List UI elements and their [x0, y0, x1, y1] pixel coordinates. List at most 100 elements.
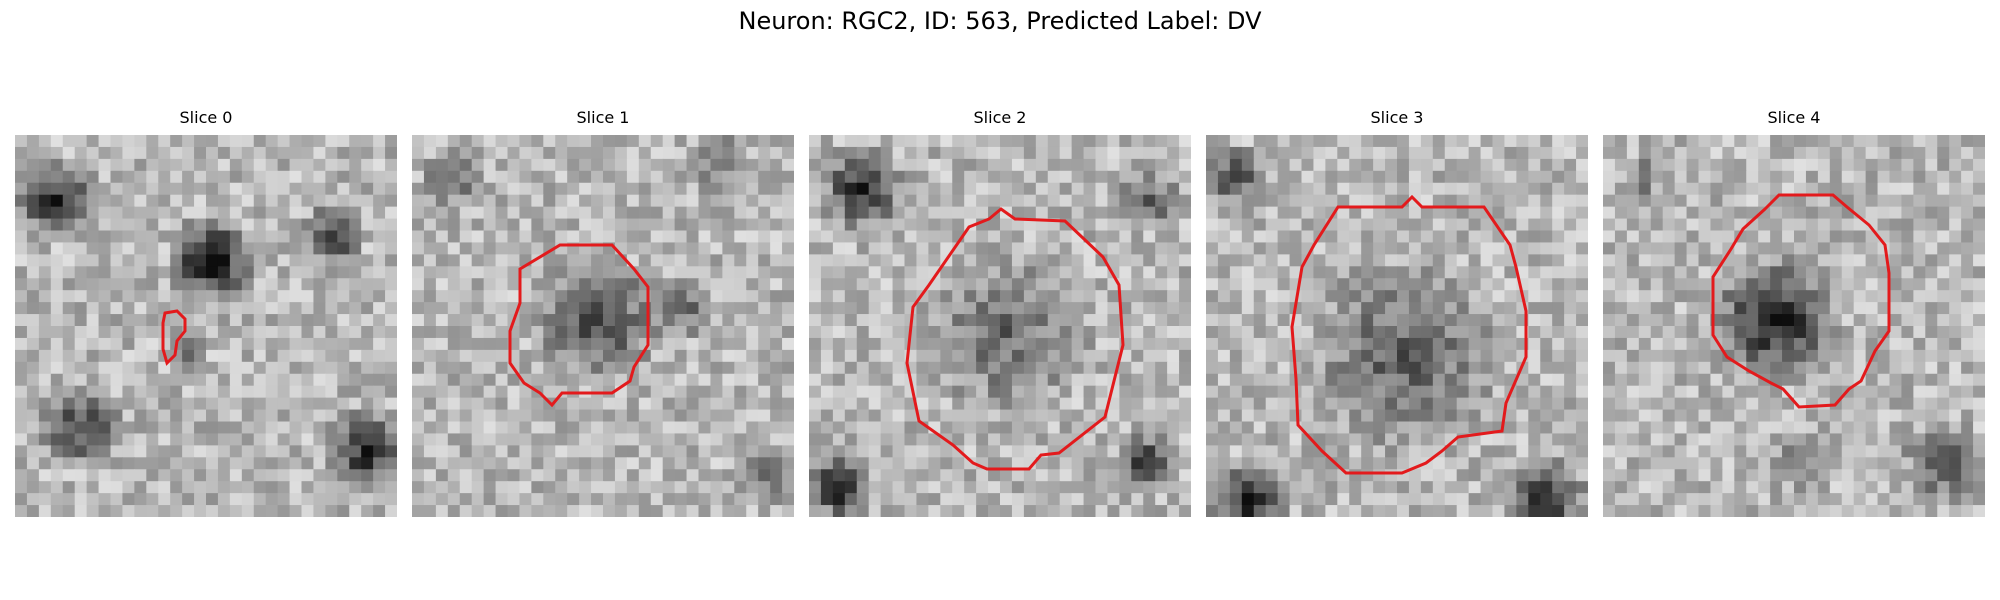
image-pixel — [686, 170, 700, 184]
image-pixel — [1576, 337, 1588, 351]
image-pixel — [349, 158, 362, 172]
image-pixel — [1397, 409, 1410, 423]
image-pixel — [674, 278, 688, 291]
image-pixel — [686, 194, 700, 208]
image-pixel — [1071, 469, 1085, 482]
image-pixel — [1035, 493, 1049, 506]
image-pixel — [1047, 158, 1061, 172]
image-pixel — [1901, 266, 1914, 279]
image-pixel — [1023, 373, 1037, 387]
image-pixel — [1301, 433, 1315, 446]
image-pixel — [62, 302, 76, 315]
image-pixel — [940, 242, 953, 255]
image-pixel — [543, 218, 556, 232]
image-pixel — [253, 373, 267, 387]
image-pixel — [483, 242, 497, 255]
image-pixel — [1973, 278, 1985, 291]
image-pixel — [435, 469, 449, 482]
image-pixel — [182, 182, 195, 196]
image-pixel — [591, 469, 604, 482]
image-pixel — [892, 337, 906, 351]
image-pixel — [1349, 433, 1362, 446]
image-pixel — [1217, 373, 1231, 387]
image-pixel — [952, 481, 965, 494]
image-pixel — [265, 206, 279, 220]
image-pixel — [820, 493, 834, 506]
image-pixel — [1638, 194, 1652, 208]
image-pixel — [856, 385, 870, 399]
image-pixel — [976, 397, 989, 411]
image-pixel — [361, 254, 374, 267]
image-pixel — [1480, 314, 1494, 327]
image-pixel — [1853, 146, 1867, 160]
image-pixel — [1492, 254, 1506, 267]
image-pixel — [1480, 361, 1494, 375]
image-pixel — [74, 433, 88, 446]
image-pixel — [1000, 409, 1013, 423]
image-pixel — [603, 218, 616, 232]
image-pixel — [1626, 445, 1640, 458]
image-pixel — [1674, 242, 1688, 255]
image-pixel — [1698, 433, 1712, 446]
image-pixel — [1770, 230, 1783, 244]
image-pixel — [782, 373, 794, 387]
image-pixel — [988, 361, 1001, 375]
image-pixel — [1313, 421, 1326, 435]
image-pixel — [110, 361, 124, 375]
image-pixel — [194, 421, 207, 435]
image-pixel — [1614, 433, 1628, 446]
image-pixel — [638, 421, 652, 435]
image-pixel — [543, 278, 556, 291]
image-pixel — [844, 469, 858, 482]
image-pixel — [1782, 385, 1795, 399]
image-pixel — [1143, 170, 1156, 184]
image-pixel — [770, 218, 783, 232]
image-pixel — [435, 409, 449, 423]
image-pixel — [50, 158, 64, 172]
image-pixel — [1206, 421, 1219, 435]
image-pixel — [1794, 361, 1807, 375]
image-pixel — [686, 302, 700, 315]
image-pixel — [832, 349, 846, 363]
image-pixel — [662, 505, 676, 517]
image-pixel — [507, 278, 521, 291]
image-pixel — [1397, 314, 1410, 327]
image-pixel — [1119, 135, 1132, 148]
image-pixel — [1686, 278, 1700, 291]
image-pixel — [1626, 385, 1640, 399]
image-pixel — [447, 170, 461, 184]
image-pixel — [1468, 135, 1482, 148]
image-pixel — [337, 385, 350, 399]
image-pixel — [337, 146, 350, 160]
image-pixel — [782, 278, 794, 291]
image-pixel — [217, 409, 231, 423]
image-pixel — [62, 445, 76, 458]
image-pixel — [1576, 230, 1588, 244]
image-pixel — [782, 433, 794, 446]
image-pixel — [1313, 481, 1326, 494]
image-pixel — [241, 146, 255, 160]
image-pixel — [1432, 158, 1446, 172]
image-pixel — [1217, 254, 1231, 267]
image-pixel — [349, 505, 362, 517]
image-pixel — [483, 385, 497, 399]
image-pixel — [820, 373, 834, 387]
image-pixel — [325, 445, 338, 458]
image-pixel — [122, 409, 135, 423]
image-pixel — [1217, 290, 1231, 303]
image-pixel — [674, 373, 688, 387]
image-pixel — [1023, 397, 1037, 411]
image-pixel — [170, 170, 183, 184]
image-pixel — [301, 361, 315, 375]
image-pixel — [507, 266, 521, 279]
image-pixel — [1011, 361, 1025, 375]
image-pixel — [1913, 290, 1926, 303]
image-pixel — [1805, 135, 1819, 148]
image-pixel — [158, 182, 171, 196]
image-pixel — [38, 290, 52, 303]
image-pixel — [1277, 290, 1291, 303]
image-pixel — [1023, 182, 1037, 196]
image-pixel — [1901, 409, 1914, 423]
image-pixel — [447, 349, 461, 363]
image-pixel — [1603, 230, 1616, 244]
